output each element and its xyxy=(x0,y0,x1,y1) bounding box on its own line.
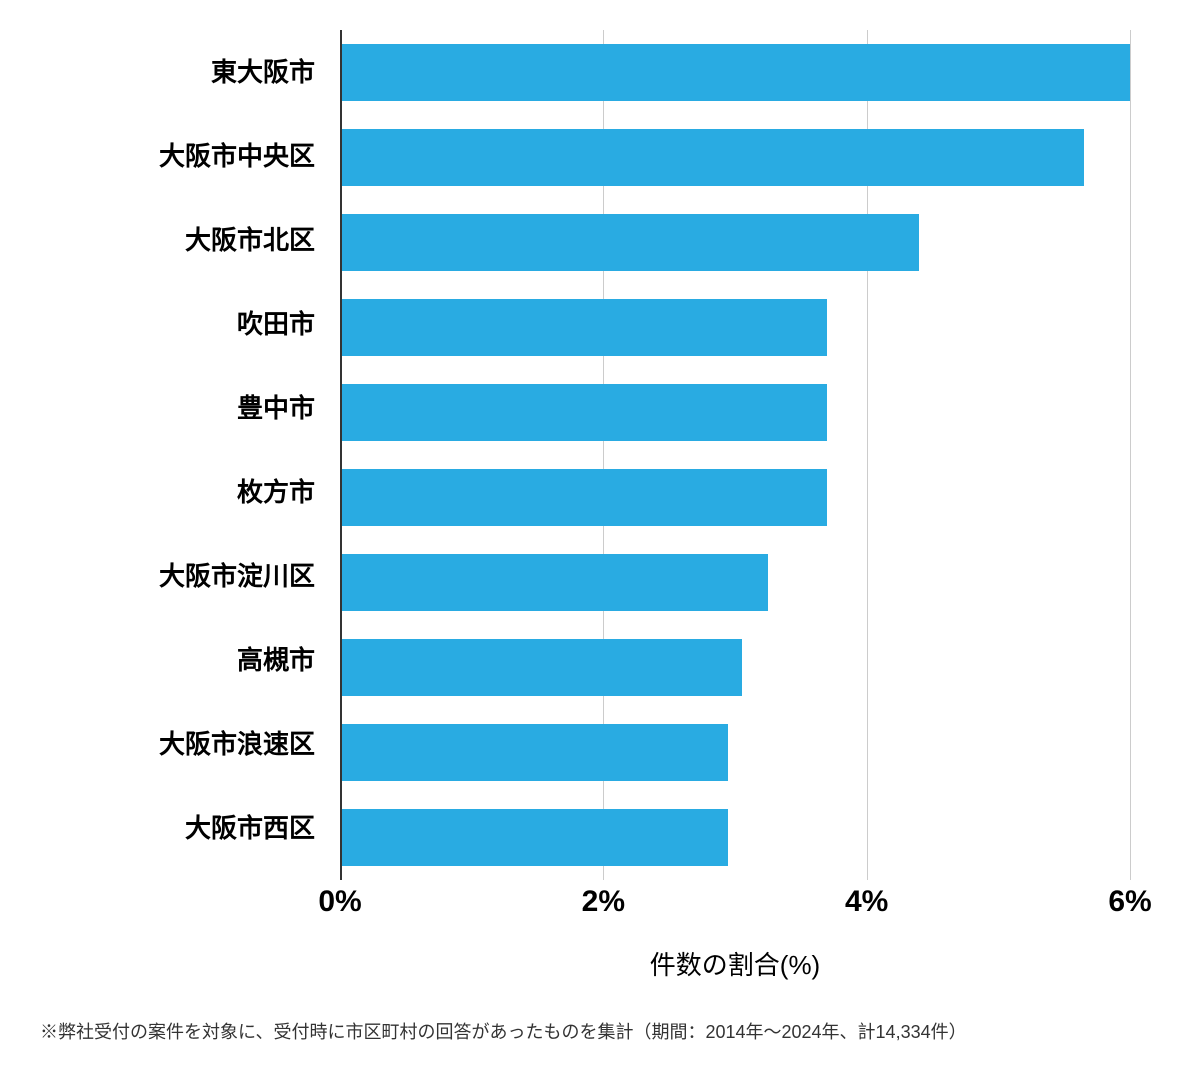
x-axis-title: 件数の割合(%) xyxy=(300,945,1170,982)
y-axis-label: 豊中市 xyxy=(40,366,330,450)
bar-row xyxy=(340,299,1130,355)
bar-row xyxy=(340,724,1130,780)
bar xyxy=(340,554,768,610)
x-axis-tick-label: 0% xyxy=(318,885,361,919)
bar-row xyxy=(340,214,1130,270)
bar-row xyxy=(340,384,1130,440)
gridline xyxy=(1130,30,1131,880)
bar-row xyxy=(340,469,1130,525)
y-axis-labels: 東大阪市大阪市中央区大阪市北区吹田市豊中市枚方市大阪市淀川区高槻市大阪市浪速区大… xyxy=(40,30,330,870)
bar xyxy=(340,469,827,525)
y-axis-label: 東大阪市 xyxy=(40,30,330,114)
bar-row xyxy=(340,44,1130,100)
x-axis-tick-label: 6% xyxy=(1108,885,1151,919)
y-axis-label: 吹田市 xyxy=(40,282,330,366)
y-axis-label: 大阪市淀川区 xyxy=(40,534,330,618)
bar xyxy=(340,809,728,865)
x-axis-labels: 0%2%4%6% xyxy=(340,885,1130,925)
x-axis-tick-label: 2% xyxy=(582,885,625,919)
bar xyxy=(340,384,827,440)
footnote: ※弊社受付の案件を対象に、受付時に市区町村の回答があったものを集計（期間：201… xyxy=(40,1018,967,1044)
chart-container: 東大阪市大阪市中央区大阪市北区吹田市豊中市枚方市大阪市淀川区高槻市大阪市浪速区大… xyxy=(40,20,1160,940)
bar xyxy=(340,214,919,270)
bar-row xyxy=(340,639,1130,695)
y-axis-line xyxy=(340,30,342,880)
bar xyxy=(340,44,1130,100)
bar-row xyxy=(340,129,1130,185)
bar xyxy=(340,639,742,695)
bar xyxy=(340,129,1084,185)
bar xyxy=(340,299,827,355)
x-axis-tick-label: 4% xyxy=(845,885,888,919)
y-axis-label: 大阪市浪速区 xyxy=(40,702,330,786)
y-axis-label: 高槻市 xyxy=(40,618,330,702)
y-axis-label: 枚方市 xyxy=(40,450,330,534)
bar xyxy=(340,724,728,780)
bars-group xyxy=(340,30,1130,880)
y-axis-label: 大阪市西区 xyxy=(40,786,330,870)
y-axis-label: 大阪市北区 xyxy=(40,198,330,282)
plot-area xyxy=(340,30,1130,880)
bar-row xyxy=(340,809,1130,865)
bar-row xyxy=(340,554,1130,610)
y-axis-label: 大阪市中央区 xyxy=(40,114,330,198)
